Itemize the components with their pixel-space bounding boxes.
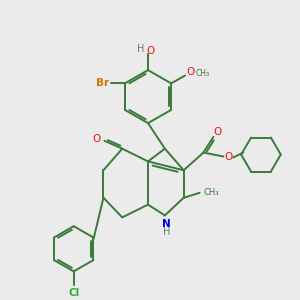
- Text: O: O: [213, 127, 221, 137]
- Text: CH₃: CH₃: [196, 69, 210, 78]
- Text: CH₃: CH₃: [204, 188, 219, 197]
- Text: O: O: [92, 134, 101, 144]
- Text: Cl: Cl: [68, 288, 79, 298]
- Text: O: O: [224, 152, 232, 163]
- Text: H: H: [163, 227, 170, 237]
- Text: O: O: [186, 67, 194, 76]
- Text: O: O: [147, 46, 155, 56]
- Text: N: N: [163, 219, 171, 229]
- Text: H: H: [137, 44, 145, 53]
- Text: Br: Br: [97, 78, 110, 88]
